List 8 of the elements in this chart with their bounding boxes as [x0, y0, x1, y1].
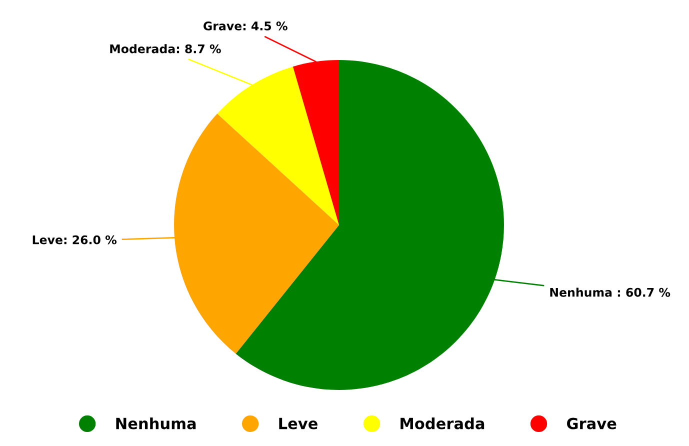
- data-label: Nenhuma : 60.7 %: [550, 288, 670, 297]
- legend-label: Leve: [279, 418, 318, 430]
- legend-label: Grave: [567, 418, 616, 430]
- data-label: Moderada: 8.7 %: [110, 44, 221, 54]
- legend-label: Nenhuma: [116, 417, 196, 430]
- data-label: Grave: 4.5 %: [204, 21, 288, 30]
- data-label: Leve: 26.0 %: [32, 235, 117, 244]
- legend-label: Moderada: [400, 417, 484, 430]
